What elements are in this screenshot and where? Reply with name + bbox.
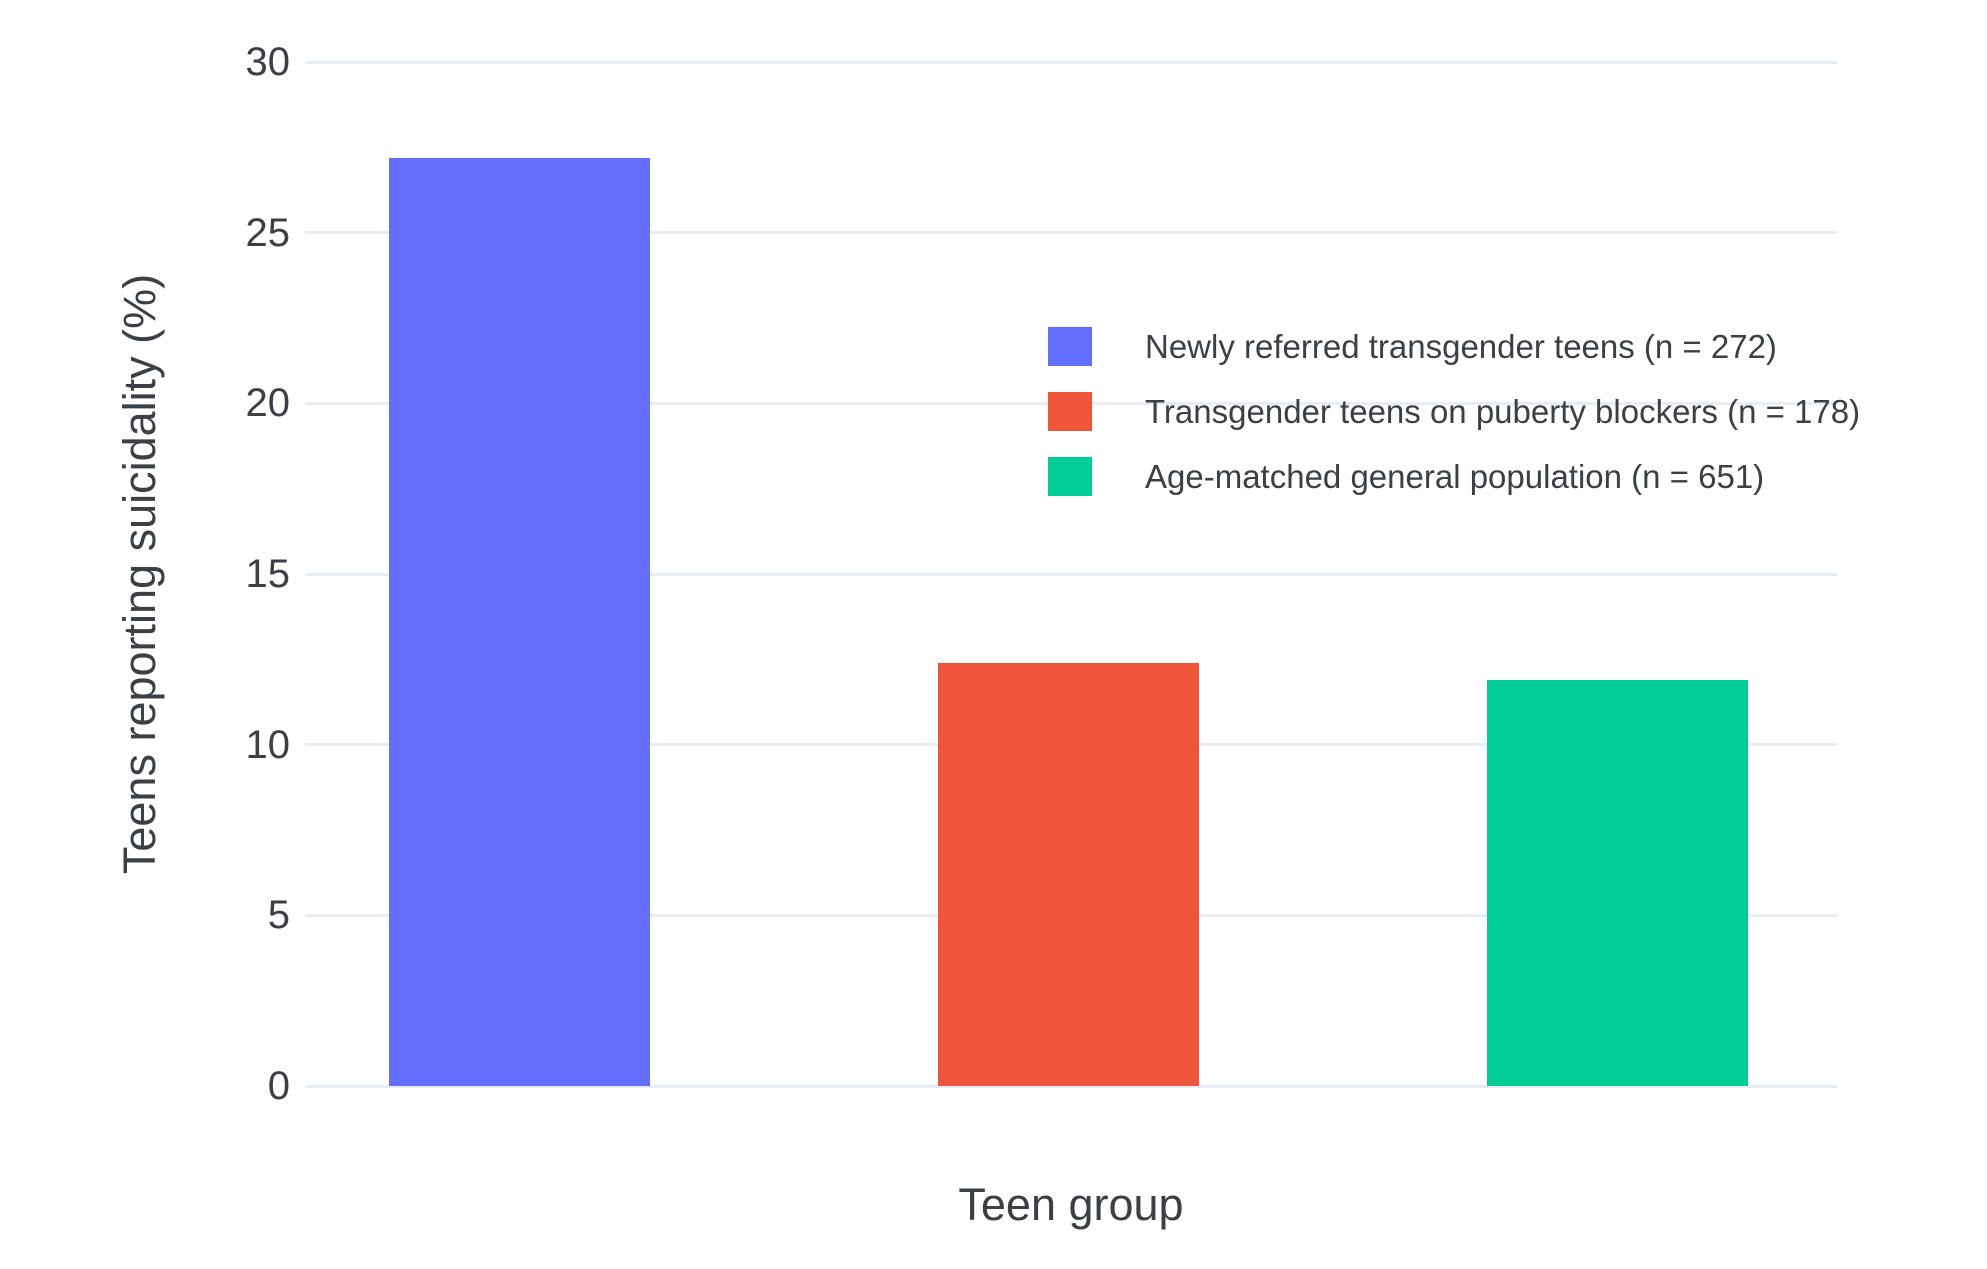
gridline-y-15 xyxy=(305,572,1837,576)
y-tick-label-0: 0 xyxy=(267,1064,290,1108)
legend-swatch-icon xyxy=(1048,327,1092,366)
legend-label: Newly referred transgender teens (n = 27… xyxy=(1145,328,1777,365)
y-tick-label-25: 25 xyxy=(245,210,291,255)
bar-1[interactable] xyxy=(389,157,650,1086)
legend-swatch-icon xyxy=(1048,457,1092,496)
gridline-y-0 xyxy=(305,1084,1837,1088)
bar-3[interactable] xyxy=(1487,679,1748,1086)
bar-2[interactable] xyxy=(938,662,1199,1086)
gridline-y-25 xyxy=(305,231,1837,235)
y-tick-label-10: 10 xyxy=(245,722,291,767)
y-tick-label-30: 30 xyxy=(245,40,291,84)
y-tick-label-5: 5 xyxy=(267,893,290,938)
x-axis-title: Teen group xyxy=(958,1179,1184,1230)
legend: Newly referred transgender teens (n = 27… xyxy=(1048,327,1860,496)
y-tick-label-20: 20 xyxy=(245,381,291,426)
plot-area: Newly referred transgender teens (n = 27… xyxy=(305,60,1860,1088)
legend-swatch-icon xyxy=(1048,392,1092,431)
y-tick-label-15: 15 xyxy=(245,552,291,596)
legend-item-2[interactable]: Transgender teens on puberty blockers (n… xyxy=(1048,392,1860,431)
legend-item-1[interactable]: Newly referred transgender teens (n = 27… xyxy=(1048,327,1860,366)
gridline-y-30 xyxy=(305,60,1837,64)
legend-label: Transgender teens on puberty blockers (n… xyxy=(1145,393,1861,430)
legend-label: Age-matched general population (n = 651) xyxy=(1145,458,1765,495)
legend-item-3[interactable]: Age-matched general population (n = 651) xyxy=(1048,457,1860,496)
